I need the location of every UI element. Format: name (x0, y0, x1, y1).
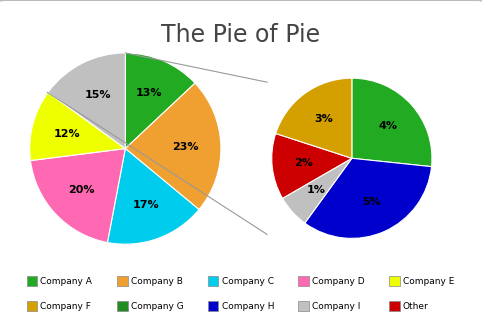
Wedge shape (30, 149, 125, 243)
Text: 2%: 2% (295, 158, 313, 168)
Text: 15%: 15% (85, 90, 111, 100)
Wedge shape (125, 83, 221, 210)
Wedge shape (48, 53, 125, 149)
Text: 12%: 12% (54, 129, 80, 139)
Text: 13%: 13% (136, 88, 162, 98)
Text: 5%: 5% (362, 197, 381, 207)
Wedge shape (30, 92, 125, 161)
Text: Company I: Company I (312, 302, 361, 311)
Wedge shape (282, 158, 352, 223)
Wedge shape (272, 133, 352, 198)
Text: Other: Other (403, 302, 428, 311)
Wedge shape (125, 53, 195, 149)
Text: 1%: 1% (307, 185, 325, 195)
Text: Company G: Company G (131, 302, 184, 311)
Text: Company H: Company H (222, 302, 274, 311)
Text: Company D: Company D (312, 276, 365, 286)
Text: 4%: 4% (378, 121, 397, 131)
Text: Company B: Company B (131, 276, 183, 286)
Wedge shape (352, 78, 432, 167)
Text: Company A: Company A (40, 276, 93, 286)
Text: 23%: 23% (172, 142, 199, 152)
Text: Company F: Company F (40, 302, 92, 311)
Text: Company C: Company C (222, 276, 274, 286)
Text: Company E: Company E (403, 276, 455, 286)
Text: 3%: 3% (314, 114, 333, 124)
Wedge shape (276, 78, 352, 158)
Wedge shape (305, 158, 431, 238)
Text: 20%: 20% (68, 185, 94, 195)
Text: The Pie of Pie: The Pie of Pie (161, 23, 321, 47)
Text: 17%: 17% (133, 200, 159, 210)
Wedge shape (107, 149, 199, 244)
